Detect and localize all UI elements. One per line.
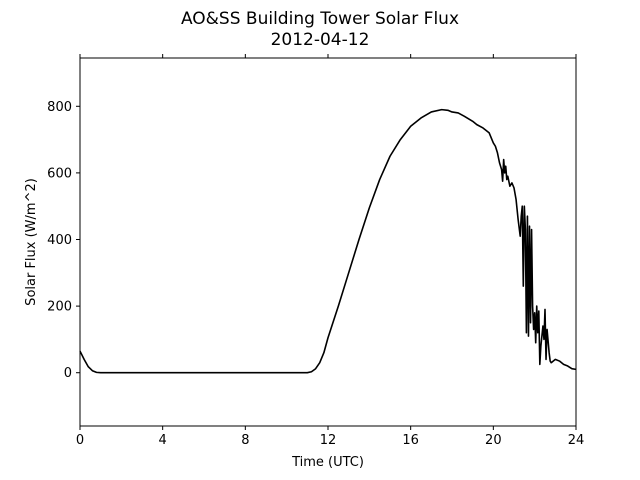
x-tick-label: 12: [320, 433, 337, 448]
x-tick-label: 16: [402, 433, 419, 448]
plot-frame: [79, 57, 577, 427]
x-tick-label: 20: [485, 433, 502, 448]
y-tick-label: 600: [47, 166, 72, 181]
x-tick-label: 4: [159, 433, 167, 448]
chart-subtitle: 2012-04-12: [271, 30, 370, 50]
y-axis-label: Solar Flux (W/m^2): [24, 178, 39, 306]
y-tick-label: 0: [64, 366, 72, 381]
tick-layer: 0 4 8 12 16 20 24 0 200 400 600 800: [47, 54, 584, 448]
x-tick-label: 8: [241, 433, 249, 448]
y-tick-label: 400: [47, 233, 72, 248]
y-tick-label: 200: [47, 300, 72, 315]
x-tick-label: 0: [76, 433, 84, 448]
plot-area: [80, 58, 576, 426]
x-tick-label: 24: [568, 433, 585, 448]
data-layer: [79, 108, 577, 374]
y-tick-label: 800: [47, 100, 72, 115]
chart-title: AO&SS Building Tower Solar Flux: [181, 9, 459, 29]
x-axis-label: Time (UTC): [291, 455, 364, 470]
series-line-0: [79, 108, 577, 374]
